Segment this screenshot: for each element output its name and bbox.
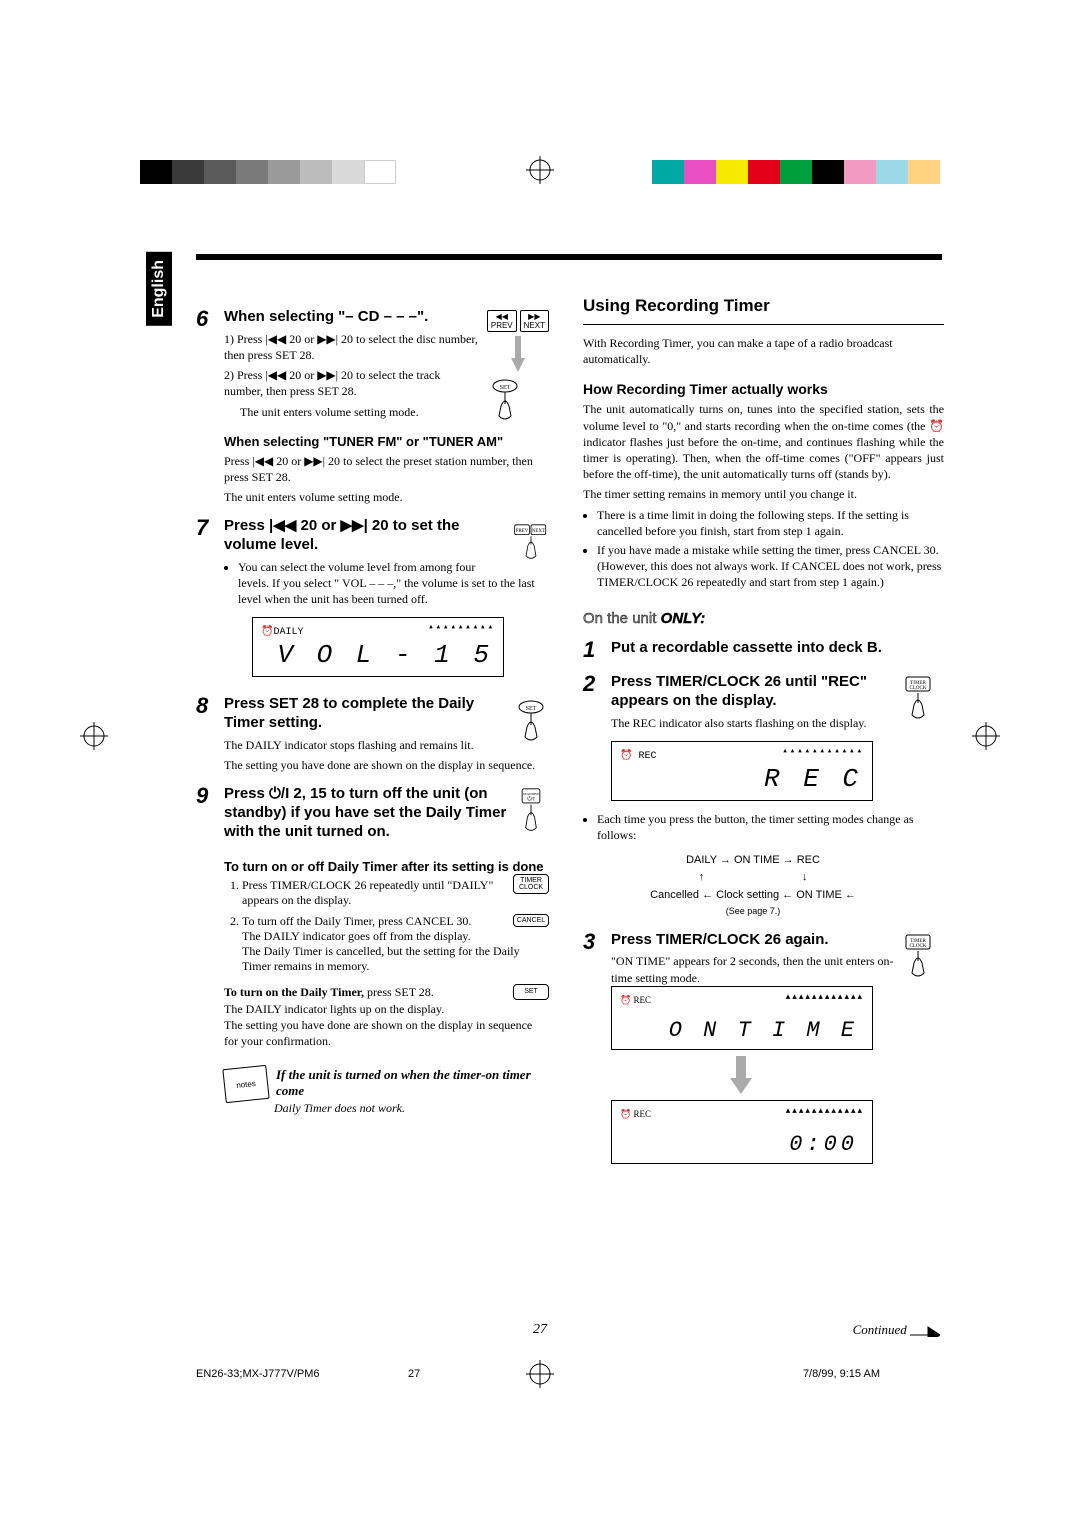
lcd-display-vol: ⏰DAILY ▴▴▴▴▴▴▴▴▴ V O L - 1 5 bbox=[252, 617, 504, 677]
hand-press-set-icon: SET bbox=[513, 697, 549, 747]
section-heading: Using Recording Timer bbox=[583, 296, 944, 316]
step-number: 9 bbox=[196, 785, 216, 1116]
list-item: Press TIMER/CLOCK 26 repeatedly until "D… bbox=[242, 878, 549, 908]
rec-step-3: 3 TIMERCLOCK Press TIMER/CLOCK 26 again.… bbox=[583, 931, 944, 1170]
step-9-subhead: To turn on or off Daily Timer after its … bbox=[224, 859, 549, 874]
step-6-sub-line1: Press |◀◀ 20 or ▶▶| 20 to select the pre… bbox=[224, 453, 549, 485]
list-item: There is a time limit in doing the follo… bbox=[597, 507, 944, 539]
registration-mark-bottom bbox=[526, 1360, 554, 1388]
step-9-list: Press TIMER/CLOCK 26 repeatedly until "D… bbox=[224, 878, 549, 974]
right-column: Using Recording Timer With Recording Tim… bbox=[583, 296, 944, 1170]
svg-text:SET: SET bbox=[500, 385, 511, 391]
mode-cycle-diagram: DAILY → ON TIME → REC ↑ ↓ Cancelled ← Cl… bbox=[623, 852, 883, 919]
note-trail: Daily Timer does not work. bbox=[274, 1101, 549, 1116]
note-text: If the unit is turned on when the timer-… bbox=[276, 1067, 549, 1099]
list-item: CANCEL To turn off the Daily Timer, pres… bbox=[242, 914, 549, 974]
rec-step-1: 1 Put a recordable cassette into deck B. bbox=[583, 639, 944, 661]
cancel-button-icon: CANCEL bbox=[513, 914, 549, 927]
registration-mark-top bbox=[526, 156, 554, 184]
print-colorbar-left bbox=[140, 160, 396, 184]
step-6-subhead: When selecting "TUNER FM" or "TUNER AM" bbox=[224, 434, 549, 449]
svg-text:NEXT: NEXT bbox=[532, 529, 545, 534]
cycle-intro: Each time you press the button, the time… bbox=[583, 811, 944, 843]
step-9: 9 STANDBY⏻/I Press ⏻/I 2, 15 to turn off… bbox=[196, 785, 557, 1116]
arrow-down-icon bbox=[511, 336, 525, 372]
step-number: 6 bbox=[196, 308, 216, 505]
section-rule bbox=[583, 324, 944, 325]
step-6-sub-line2: The unit enters volume setting mode. bbox=[224, 489, 549, 505]
lcd-display-on-time: ⏰ REC ▴▴▴▴▴▴▴▴▴▴▴▴ O N T I M E bbox=[611, 986, 873, 1050]
hand-press-prev-next-icon: PREVNEXT bbox=[513, 519, 549, 569]
lcd-display-rec: ⏰ REC ▴▴▴▴▴▴▴▴▴▴▴ R E C bbox=[611, 741, 873, 801]
prev-next-buttons-graphic: ◀◀PREV ▶▶NEXT SET bbox=[487, 310, 549, 422]
hand-press-timer-icon: TIMERCLOCK bbox=[900, 933, 936, 983]
content: 6 ◀◀PREV ▶▶NEXT SET When bbox=[196, 296, 944, 1170]
step-8-body1: The DAILY indicator stops flashing and r… bbox=[224, 737, 549, 753]
intro-text: With Recording Timer, you can make a tap… bbox=[583, 335, 944, 367]
step-8: 8 SET Press SET 28 to complete the Daily… bbox=[196, 695, 557, 773]
continued-label: Continued bbox=[853, 1322, 940, 1338]
list-item: If you have made a mistake while setting… bbox=[597, 542, 944, 591]
how-works-list: There is a time limit in doing the follo… bbox=[583, 507, 944, 591]
page: English 6 ◀◀PREV ▶▶NEXT bbox=[0, 0, 1080, 1528]
rec-step-2-body: The REC indicator also starts flashing o… bbox=[611, 715, 936, 731]
lcd-pair: ⏰ REC ▴▴▴▴▴▴▴▴▴▴▴▴ O N T I M E ⏰ REC ▴▴▴… bbox=[611, 986, 936, 1164]
print-colorbar-right bbox=[652, 160, 940, 184]
svg-text:⏻/I: ⏻/I bbox=[527, 795, 535, 802]
turn-on-daily-timer: SET To turn on the Daily Timer, press SE… bbox=[224, 984, 549, 1049]
step-9-title: Press ⏻/I 2, 15 to turn off the unit (on… bbox=[224, 785, 549, 841]
lcd-display-time-zero: ⏰ REC ▴▴▴▴▴▴▴▴▴▴▴▴ 0:00 bbox=[611, 1100, 873, 1164]
footer-timestamp: 7/8/99, 9:15 AM bbox=[803, 1368, 880, 1380]
step-8-body2: The setting you have done are shown on t… bbox=[224, 757, 549, 773]
step-6: 6 ◀◀PREV ▶▶NEXT SET When bbox=[196, 308, 557, 505]
hand-press-power-icon: STANDBY⏻/I bbox=[513, 787, 549, 837]
step-number: 8 bbox=[196, 695, 216, 773]
step-7: 7 PREVNEXT Press |◀◀ 20 or ▶▶| 20 to set… bbox=[196, 517, 557, 683]
svg-text:CLOCK: CLOCK bbox=[910, 944, 927, 949]
horizontal-rule bbox=[196, 254, 942, 260]
prev-button-icon: ◀◀PREV bbox=[487, 310, 517, 332]
step-number: 7 bbox=[196, 517, 216, 683]
rec-step-2: 2 TIMERCLOCK Press TIMER/CLOCK 26 until … bbox=[583, 673, 944, 807]
svg-text:SET: SET bbox=[526, 706, 537, 712]
step-number: 2 bbox=[583, 673, 603, 807]
note-block: notes If the unit is turned on when the … bbox=[224, 1067, 549, 1101]
rec-step-2-title: Press TIMER/CLOCK 26 until "REC" appears… bbox=[611, 673, 936, 711]
step-7-title: Press |◀◀ 20 or ▶▶| 20 to set the volume… bbox=[224, 517, 549, 555]
registration-mark-right bbox=[972, 722, 1000, 750]
next-button-icon: ▶▶NEXT bbox=[520, 310, 549, 332]
set-button-icon: SET bbox=[513, 984, 549, 999]
rec-step-3-body: "ON TIME" appears for 2 seconds, then th… bbox=[611, 953, 936, 985]
step-8-title: Press SET 28 to complete the Daily Timer… bbox=[224, 695, 549, 733]
arrow-down-icon bbox=[611, 1056, 871, 1098]
notes-icon: notes bbox=[222, 1065, 269, 1103]
how-works-p1: The unit automatically turns on, tunes i… bbox=[583, 401, 944, 482]
step-7-body: You can select the volume level from amo… bbox=[224, 559, 549, 608]
step-number: 1 bbox=[583, 639, 603, 661]
footer-page: 27 bbox=[408, 1368, 420, 1380]
how-works-heading: How Recording Timer actually works bbox=[583, 381, 944, 397]
step-number: 3 bbox=[583, 931, 603, 1170]
rec-step-3-title: Press TIMER/CLOCK 26 again. bbox=[611, 931, 936, 950]
svg-text:PREV: PREV bbox=[516, 529, 529, 534]
left-column: 6 ◀◀PREV ▶▶NEXT SET When bbox=[196, 296, 557, 1170]
svg-text:CLOCK: CLOCK bbox=[910, 686, 927, 691]
footer-filename: EN26-33;MX-J777V/PM6 bbox=[196, 1368, 320, 1380]
language-tab: English bbox=[146, 252, 172, 326]
on-the-unit-only: On the unit ONLY: bbox=[583, 610, 944, 627]
how-works-p2: The timer setting remains in memory unti… bbox=[583, 486, 944, 502]
svg-text:STANDBY: STANDBY bbox=[523, 792, 540, 796]
rec-step-1-title: Put a recordable cassette into deck B. bbox=[611, 639, 944, 658]
registration-mark-left bbox=[80, 722, 108, 750]
hand-press-timer-icon: TIMERCLOCK bbox=[900, 675, 936, 725]
hand-press-set-icon: SET bbox=[487, 376, 523, 422]
timer-clock-button-icon: TIMER CLOCK bbox=[513, 874, 549, 894]
